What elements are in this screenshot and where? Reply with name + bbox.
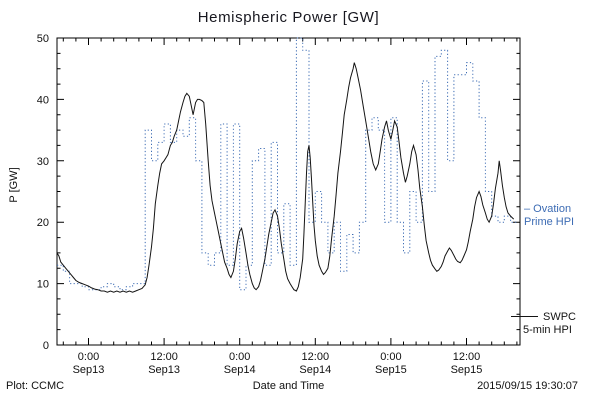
- y-tick-label: 40: [37, 94, 49, 106]
- x-tick-label-time: 12:00: [453, 351, 481, 363]
- ovation-prime-series-line: [57, 37, 517, 291]
- plot-source-label: Plot: CCMC: [6, 380, 65, 392]
- swpc-series-line: [56, 62, 515, 293]
- x-tick-label-date: Sep13: [73, 364, 105, 376]
- y-tick-label: 20: [37, 217, 49, 229]
- legend-swpc: SWPC 5-min HPI: [511, 311, 576, 337]
- y-axis-label: P [GW]: [8, 167, 20, 203]
- y-tick-label: 50: [37, 33, 49, 45]
- x-tick-label-time: 0:00: [380, 351, 401, 363]
- x-tick-label-time: 12:00: [150, 351, 178, 363]
- x-tick-label-date: Sep15: [451, 364, 483, 376]
- legend-ovation-line1: – Ovation: [524, 203, 572, 215]
- x-tick-label-date: Sep14: [224, 364, 256, 376]
- x-tick-label-date: Sep13: [148, 364, 180, 376]
- plot-timestamp: 2015/09/15 19:30:07: [477, 380, 578, 392]
- plot-frame: [56, 37, 521, 346]
- y-tick-label: 0: [43, 340, 49, 352]
- swpc-line-sample-icon: [511, 316, 538, 317]
- chart-title: Hemispheric Power [GW]: [197, 9, 380, 26]
- x-tick-label-date: Sep14: [299, 364, 331, 376]
- legend-swpc-line2: 5-min HPI: [523, 324, 572, 336]
- x-tick-label-time: 12:00: [302, 351, 330, 363]
- x-tick-label-time: 0:00: [229, 351, 250, 363]
- legend-ovation: – Ovation Prime HPI: [524, 203, 574, 229]
- legend-swpc-line1: SWPC: [511, 311, 576, 324]
- y-tick-label: 10: [37, 279, 49, 291]
- x-tick-label-date: Sep15: [375, 364, 407, 376]
- axis-ticks: [57, 37, 520, 346]
- x-tick-label-time: 0:00: [78, 351, 99, 363]
- legend-swpc-label: SWPC: [543, 311, 576, 323]
- y-tick-label: 30: [37, 156, 49, 168]
- legend-ovation-line2: Prime HPI: [524, 216, 575, 228]
- x-axis-label: Date and Time: [252, 380, 325, 392]
